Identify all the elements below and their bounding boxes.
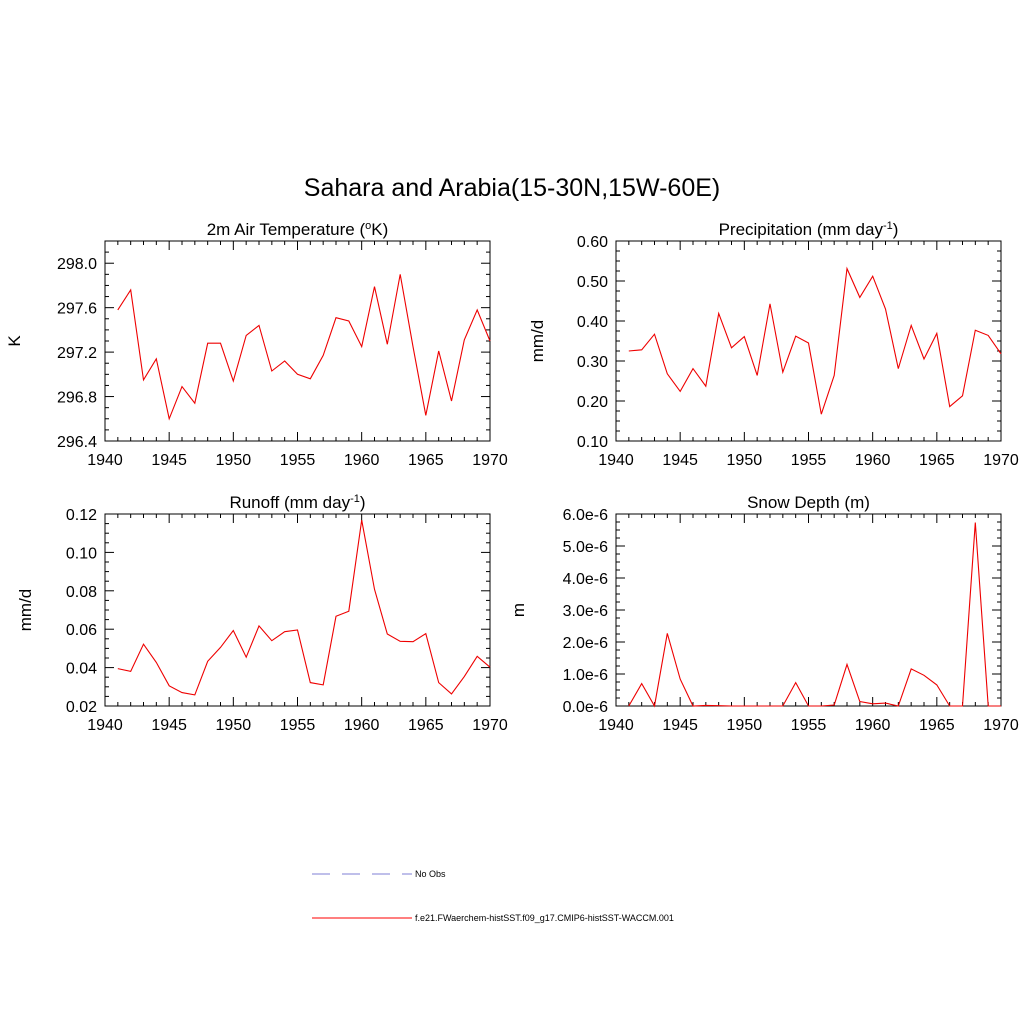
panel-title-suffix: ) [893, 220, 899, 239]
legend-label: f.e21.FWaerchem-histSST.f09_g17.CMIP6-hi… [415, 913, 674, 923]
y-tick-label: 3.0e-6 [563, 603, 608, 620]
y-tick-label: 0.06 [66, 622, 97, 639]
y-tick-label: 4.0e-6 [563, 571, 608, 588]
x-tick-label: 1965 [919, 717, 955, 734]
x-tick-label: 1940 [87, 452, 123, 469]
panel-title-text: Runoff (mm day [229, 493, 350, 512]
y-axis-label: m [509, 603, 528, 617]
x-tick-label: 1970 [983, 452, 1019, 469]
x-tick-label: 1950 [216, 452, 252, 469]
y-tick-label: 0.40 [577, 314, 608, 331]
x-tick-label: 1945 [151, 452, 187, 469]
y-tick-label: 296.4 [57, 434, 97, 451]
figure-title: Sahara and Arabia(15-30N,15W-60E) [304, 174, 720, 202]
y-tick-label: 2.0e-6 [563, 635, 608, 652]
y-tick-label: 0.20 [577, 394, 608, 411]
panel-runoff: Runoff (mm day-1) 1940 1945 1950 1955 1960 196… [16, 493, 508, 734]
y-tick-label: 296.8 [57, 390, 97, 407]
series-line [117, 519, 491, 696]
x-tick-label: 1960 [855, 452, 891, 469]
panel-title-suffix: ) [360, 493, 366, 512]
x-tick-label: 1940 [598, 717, 634, 734]
panel-title-superscript: -1 [883, 220, 893, 232]
y-tick-label: 1.0e-6 [563, 667, 608, 684]
y-tick-label: 297.6 [57, 301, 97, 318]
y-tick-label: 298.0 [57, 256, 97, 273]
legend-entry: No Obs [312, 869, 446, 879]
x-tick-label: 1940 [87, 717, 123, 734]
panel-title-text: 2m Air Temperature ( [207, 220, 366, 239]
panel-title-suffix: K) [371, 220, 388, 239]
x-tick-label: 1950 [727, 452, 763, 469]
y-tick-label: 0.10 [66, 545, 97, 562]
x-tick-label: 1965 [408, 452, 444, 469]
legend-label: No Obs [415, 869, 446, 879]
x-tick-label: 1950 [727, 717, 763, 734]
panel-title-superscript: o [365, 220, 371, 232]
y-tick-label: 0.50 [577, 274, 608, 291]
x-tick-label: 1955 [791, 452, 827, 469]
y-tick-label: 0.10 [577, 434, 608, 451]
x-tick-label: 1960 [344, 717, 380, 734]
x-tick-label: 1970 [472, 717, 508, 734]
panel-air-temperature: 2m Air Temperature (oK) 1940 1945 1950 1955 1… [5, 220, 508, 469]
y-tick-label: 0.60 [577, 234, 608, 251]
x-tick-label: 1945 [662, 452, 698, 469]
x-tick-label: 1940 [598, 452, 634, 469]
x-tick-label: 1955 [280, 452, 316, 469]
panel-title-text: Snow Depth (m) [747, 493, 870, 512]
panels: 2m Air Temperature (oK)1940 1945 1950 1955 1… [5, 220, 1019, 734]
x-tick-label: 1960 [855, 717, 891, 734]
x-tick-label: 1960 [344, 452, 380, 469]
panel-snow-depth: Snow Depth (m) 1940 1945 1950 1955 1960 1965 19… [509, 493, 1019, 734]
y-tick-label: 0.30 [577, 354, 608, 371]
y-axis-label: mm/d [16, 589, 35, 632]
legend: No Obs f.e21.FWaerchem-histSST.f09_g17.CM… [312, 869, 674, 923]
panel-title-text: Precipitation (mm day [719, 220, 884, 239]
y-axis-label: mm/d [528, 320, 547, 363]
y-tick-label: 0.08 [66, 584, 97, 601]
y-tick-label: 6.0e-6 [563, 507, 608, 524]
legend-entry: f.e21.FWaerchem-histSST.f09_g17.CMIP6-hi… [312, 913, 674, 923]
panel-title: Snow Depth (m) [747, 493, 870, 512]
y-tick-label: 0.04 [66, 661, 97, 678]
series-line [628, 522, 1001, 708]
x-tick-label: 1965 [919, 452, 955, 469]
y-tick-label: 0.02 [66, 699, 97, 716]
series-line [117, 274, 491, 421]
y-tick-label: 5.0e-6 [563, 539, 608, 556]
x-tick-label: 1950 [216, 717, 252, 734]
panel-precipitation: Precipitation (mm day-1) 1940 1945 1950 1955… [528, 220, 1019, 469]
x-tick-label: 1970 [472, 452, 508, 469]
y-tick-label: 0.0e-6 [563, 699, 608, 716]
panel-title: Runoff (mm day-1) [229, 493, 365, 512]
panel-title-superscript: -1 [350, 493, 360, 505]
x-tick-label: 1955 [280, 717, 316, 734]
panel-title: Precipitation (mm day-1) [719, 220, 899, 239]
y-axis-label: K [5, 335, 24, 347]
y-tick-label: 0.12 [66, 507, 97, 524]
x-tick-label: 1955 [791, 717, 827, 734]
panel-title: 2m Air Temperature (oK) [207, 220, 389, 239]
x-tick-label: 1965 [408, 717, 444, 734]
series-line [628, 266, 1002, 415]
x-tick-label: 1970 [983, 717, 1019, 734]
x-tick-label: 1945 [151, 717, 187, 734]
y-tick-label: 297.2 [57, 345, 97, 362]
x-tick-label: 1945 [662, 717, 698, 734]
